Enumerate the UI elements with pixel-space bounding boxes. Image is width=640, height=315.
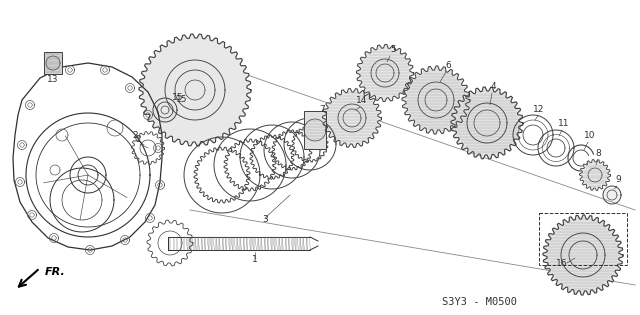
Text: 5: 5 (390, 45, 396, 54)
Text: FR.: FR. (45, 267, 66, 277)
Text: S3Y3 - M0500: S3Y3 - M0500 (442, 297, 518, 307)
Text: 15: 15 (172, 93, 184, 102)
Polygon shape (579, 160, 611, 191)
Text: 9: 9 (615, 175, 621, 184)
Text: 16: 16 (556, 259, 568, 268)
Text: 14: 14 (356, 96, 368, 105)
Text: 11: 11 (558, 119, 570, 128)
Bar (44, 52, 62, 74)
Text: 6: 6 (445, 61, 451, 70)
Text: 1: 1 (252, 255, 258, 264)
Polygon shape (323, 89, 381, 147)
Text: 15: 15 (176, 95, 188, 104)
Text: 13: 13 (47, 75, 59, 84)
Text: 3: 3 (262, 215, 268, 224)
Text: 4: 4 (490, 82, 496, 91)
Text: 7: 7 (319, 105, 325, 114)
Text: 8: 8 (595, 149, 601, 158)
Text: 2: 2 (132, 131, 138, 140)
Text: 2: 2 (135, 135, 141, 144)
Polygon shape (543, 215, 623, 295)
Text: 12: 12 (533, 105, 545, 114)
Text: 10: 10 (584, 131, 596, 140)
Polygon shape (451, 87, 523, 159)
Polygon shape (402, 66, 470, 134)
Polygon shape (139, 34, 251, 146)
Bar (304, 111, 326, 149)
Polygon shape (356, 44, 413, 101)
